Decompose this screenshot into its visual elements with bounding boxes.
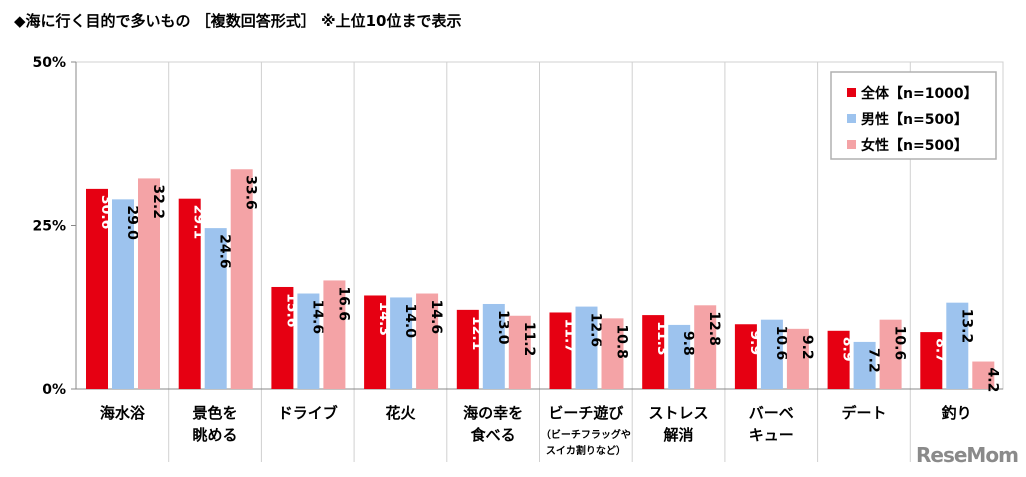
category-label: 景色を [193, 404, 238, 422]
data-label: 10.6 [892, 326, 908, 361]
bar-1-1 [204, 228, 227, 389]
bar-2-2 [323, 280, 346, 389]
bar-1-8 [853, 341, 876, 389]
data-label: 33.6 [243, 175, 259, 210]
legend-label: 女性【n=500】 [861, 137, 968, 154]
category-label: キュー [749, 426, 794, 444]
bar-0-9 [920, 332, 943, 389]
category-label: 海の幸を [463, 404, 523, 422]
bar-0-5 [549, 312, 572, 389]
data-label: 29.1 [191, 205, 207, 240]
bar-1-0 [112, 199, 134, 389]
bar-2-3 [416, 293, 439, 389]
legend-swatch [847, 114, 856, 123]
data-label: 15.6 [283, 293, 299, 328]
category-label: 眺める [193, 426, 238, 444]
category-label: （ビーチフラッグや [541, 428, 631, 441]
resemom-logo: ReseMom [916, 443, 1019, 467]
bar-0-6 [642, 315, 665, 389]
bar-1-4 [482, 303, 505, 389]
data-label: 16.6 [335, 286, 351, 321]
category-label: 食べる [471, 426, 516, 444]
data-label: 11.3 [654, 321, 670, 356]
data-label: 12.1 [469, 316, 485, 351]
data-label: 8.7 [932, 338, 948, 363]
bar-0-2 [271, 286, 294, 389]
bar-0-8 [827, 330, 850, 389]
bar-1-7 [760, 319, 783, 389]
bar-2-4 [508, 315, 531, 389]
data-label: 14.0 [402, 303, 418, 338]
data-label: 9.2 [799, 335, 815, 360]
data-label: 14.3 [376, 301, 392, 336]
category-label: 海水浴 [100, 404, 146, 422]
legend-swatch [847, 88, 856, 97]
data-label: 13.0 [495, 310, 511, 345]
data-label: 29.0 [124, 205, 140, 240]
data-label: 8.9 [840, 337, 856, 362]
bar-2-0 [138, 178, 160, 389]
data-label: 32.2 [150, 184, 166, 219]
bar-1-2 [297, 293, 320, 389]
category-label: デート [841, 404, 886, 422]
bar-2-6 [694, 305, 717, 389]
legend-swatch [847, 140, 856, 149]
category-label: ドライブ [278, 404, 338, 422]
data-label: 13.2 [958, 309, 974, 344]
data-label: 12.8 [706, 311, 722, 346]
data-label: 12.6 [588, 313, 604, 348]
data-label: 4.2 [984, 368, 1000, 393]
bar-0-3 [364, 295, 387, 389]
data-label: 14.6 [309, 300, 325, 335]
y-tick-label: 0% [42, 382, 66, 398]
bar-2-9 [972, 361, 995, 389]
data-label: 10.8 [614, 324, 630, 359]
bar-1-9 [946, 302, 969, 389]
bar-0-0 [86, 188, 108, 389]
y-tick-label: 50% [32, 55, 66, 71]
category-label: 解消 [664, 426, 694, 444]
category-label: バーベ [749, 404, 794, 422]
data-label: 7.2 [866, 348, 882, 373]
bar-2-7 [786, 328, 809, 389]
bar-1-6 [668, 324, 691, 389]
legend [830, 71, 997, 160]
legend-label: 男性【n=500】 [861, 111, 968, 128]
data-label: 24.6 [217, 234, 233, 269]
bar-1-5 [575, 306, 598, 389]
data-label: 9.8 [680, 331, 696, 356]
category-label: スイカ割りなど） [546, 444, 626, 457]
bar-0-1 [178, 198, 201, 389]
category-label: 釣り [942, 404, 972, 422]
bar-2-1 [230, 169, 253, 389]
data-label: 9.9 [747, 330, 763, 355]
data-label: 11.7 [562, 318, 578, 353]
legend-label: 全体【n=1000】 [860, 85, 978, 102]
category-label: ビーチ遊び [548, 404, 623, 422]
data-label: 14.6 [428, 300, 444, 335]
bar-0-7 [734, 324, 757, 389]
category-label: 花火 [385, 404, 416, 422]
chart-title: ◆海に行く目的で多いもの ［複数回答形式］ ※上位10位まで表示 [14, 12, 462, 30]
bar-1-3 [390, 297, 413, 389]
category-label: ストレス [649, 404, 709, 422]
data-label: 10.6 [773, 326, 789, 361]
data-label: 11.2 [521, 322, 537, 357]
bar-2-5 [601, 318, 624, 389]
bar-0-4 [456, 309, 479, 389]
bar-2-8 [879, 319, 902, 389]
data-label: 30.6 [98, 195, 114, 230]
y-tick-label: 25% [32, 219, 66, 235]
